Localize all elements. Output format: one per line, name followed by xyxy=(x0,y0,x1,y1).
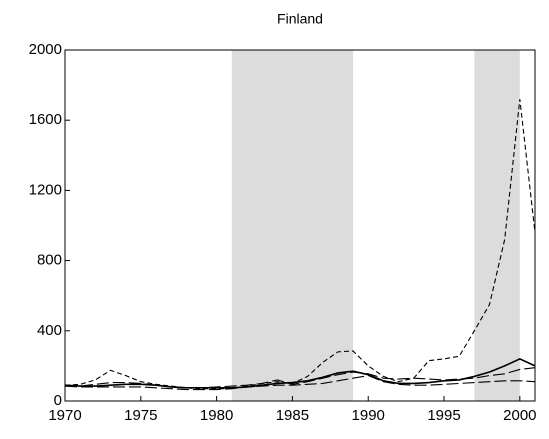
x-tick-label: 1970 xyxy=(48,407,81,424)
y-tick-label: 1200 xyxy=(29,181,62,198)
x-tick-label: 2000 xyxy=(503,407,536,424)
series-line xyxy=(64,374,536,391)
series-line xyxy=(64,357,536,389)
x-tick-label: 1975 xyxy=(124,407,157,424)
x-tick-label: 1985 xyxy=(276,407,309,424)
shaded-region xyxy=(474,50,520,401)
y-tick-label: 800 xyxy=(37,252,62,269)
x-tick-label: 1980 xyxy=(200,407,233,424)
x-tick-label: 1990 xyxy=(352,407,385,424)
chart-title: Finland xyxy=(277,11,323,27)
x-tick-label: 1995 xyxy=(427,407,460,424)
plot-frame xyxy=(64,49,536,402)
y-tick-label: 400 xyxy=(37,322,62,339)
y-tick-label: 0 xyxy=(54,392,62,409)
y-tick-label: 1600 xyxy=(29,111,62,128)
shaded-region xyxy=(231,50,354,401)
series-line xyxy=(64,99,536,390)
y-tick-label: 2000 xyxy=(29,41,62,58)
series-line xyxy=(65,367,536,389)
